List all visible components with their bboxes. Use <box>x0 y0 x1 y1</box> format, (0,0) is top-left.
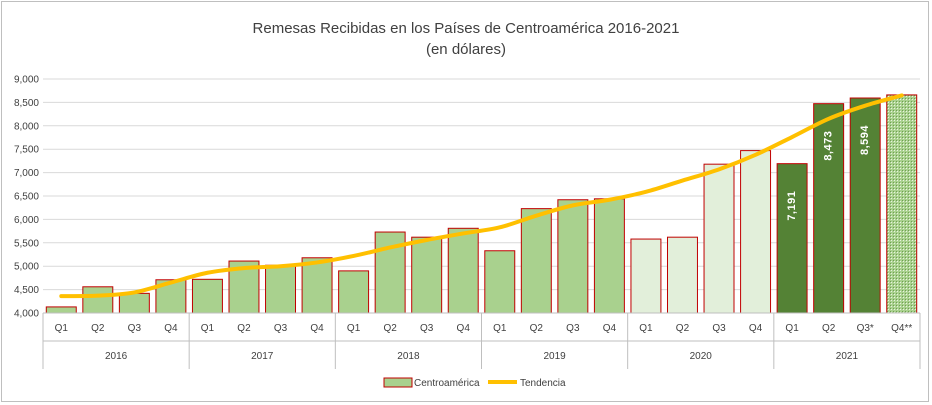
data-label: 7,191 <box>786 191 798 221</box>
x-tick-label: Q2 <box>676 323 690 334</box>
x-tick-label: Q4 <box>603 323 617 334</box>
y-tick-label: 7,500 <box>14 145 39 156</box>
bar <box>301 257 333 314</box>
x-tick-label: Q2 <box>237 323 251 334</box>
y-tick-label: 4,500 <box>14 285 39 296</box>
legend-label-centroamerica: Centroamérica <box>414 378 480 389</box>
x-tick-label: Q2 <box>91 323 105 334</box>
x-tick-label: Q2 <box>530 323 544 334</box>
y-tick-label: 8,000 <box>14 121 39 132</box>
x-tick-label: Q1 <box>347 323 361 334</box>
bar <box>191 278 223 314</box>
y-tick-label: 6,000 <box>14 215 39 226</box>
x-tick-label: Q1 <box>785 323 799 334</box>
x-tick-label: Q1 <box>201 323 215 334</box>
bar <box>703 163 735 314</box>
legend-swatch-centroamerica <box>383 377 413 388</box>
bar <box>118 292 150 314</box>
bar <box>447 227 479 314</box>
y-tick-label: 8,500 <box>14 98 39 109</box>
x-tick-label: Q3 <box>420 323 434 334</box>
x-tick-label: Q4 <box>457 323 471 334</box>
bar <box>593 198 625 314</box>
x-tick-label: Q4 <box>164 323 178 334</box>
x-group-label: 2016 <box>105 351 128 362</box>
x-tick-label: Q3 <box>128 323 142 334</box>
x-group-label: 2020 <box>690 351 713 362</box>
y-tick-label: 9,000 <box>14 75 39 86</box>
y-tick-label: 5,500 <box>14 238 39 249</box>
bar <box>666 236 698 314</box>
data-label: 8,473 <box>823 131 835 161</box>
x-axis: Q1 Q2 Q3 Q4 Q1 Q2 Q3 Q4 Q1 Q2 Q3 Q4 Q1 Q2 Q3 Q4 Q1 Q2 Q3 Q4… <box>42 312 921 369</box>
bar <box>886 94 918 314</box>
bar <box>776 163 808 314</box>
x-tick-label: Q1 <box>493 323 507 334</box>
x-tick-label: Q4** <box>891 323 912 334</box>
bars-centroamerica <box>45 94 918 314</box>
x-group-label: 2021 <box>836 351 859 362</box>
y-tick-label: 6,500 <box>14 192 39 203</box>
bar <box>849 97 881 314</box>
x-group-label: 2019 <box>543 351 566 362</box>
x-tick-label: Q4 <box>310 323 324 334</box>
bar <box>813 103 845 314</box>
bar <box>484 250 516 314</box>
x-tick-label: Q3 <box>566 323 580 334</box>
chart-subtitle: (en dólares) <box>426 41 506 58</box>
x-tick-label: Q1 <box>639 323 653 334</box>
x-group-label: 2018 <box>397 351 420 362</box>
bar <box>557 199 589 314</box>
x-tick-label: Q1 <box>55 323 69 334</box>
data-labels: 7,191 8,473 8,594 <box>786 125 871 221</box>
x-tick-label: Q2 <box>822 323 836 334</box>
bar <box>45 306 77 314</box>
legend: Centroamérica Tendencia <box>383 377 566 389</box>
y-tick-label: 7,000 <box>14 168 39 179</box>
y-tick-label: 4,000 <box>14 309 39 320</box>
x-tick-label: Q3 <box>274 323 288 334</box>
x-group-label: 2017 <box>251 351 274 362</box>
data-label: 8,594 <box>859 125 871 155</box>
chart-title: Remesas Recibidas en los Países de Centr… <box>253 20 680 37</box>
trend-line-path <box>59 93 904 299</box>
bar <box>740 150 772 314</box>
x-tick-label: Q3* <box>857 323 874 334</box>
trend-line <box>59 93 904 299</box>
x-tick-label: Q3 <box>712 323 726 334</box>
bar <box>338 270 370 314</box>
bar <box>411 236 443 314</box>
bar <box>630 238 662 314</box>
y-axis: 4,000 4,500 5,000 5,500 6,000 6,500 7,000 7,500… <box>14 75 39 320</box>
bar <box>520 208 552 314</box>
bar <box>82 286 114 314</box>
x-tick-label: Q4 <box>749 323 763 334</box>
bar <box>265 264 297 314</box>
y-tick-label: 5,000 <box>14 262 39 273</box>
legend-label-tendencia: Tendencia <box>520 378 566 389</box>
x-tick-label: Q2 <box>383 323 397 334</box>
